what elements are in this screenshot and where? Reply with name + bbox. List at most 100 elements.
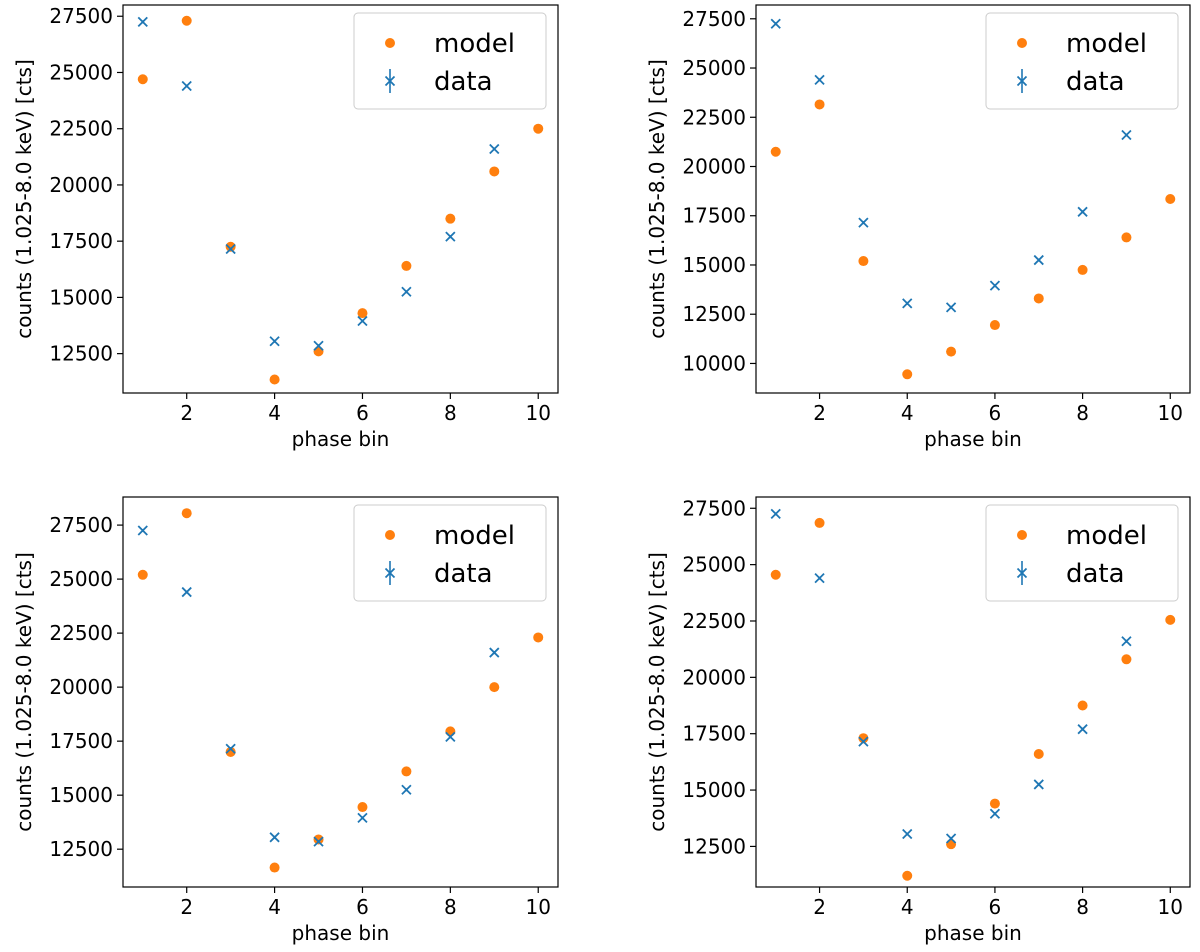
legend-label-data: data	[434, 67, 493, 97]
x-tick-label: 8	[1076, 895, 1089, 919]
y-tick-label: 20000	[49, 675, 113, 699]
model-point	[313, 834, 324, 845]
y-tick-label: 22500	[49, 117, 113, 141]
model-point	[445, 213, 456, 224]
x-tick-label: 10	[526, 895, 551, 919]
legend-frame	[353, 12, 547, 110]
chart-panel-bottom-left: 2 4 6 8 10 12500 15000 17500 20000 22500 25000 2750…	[12, 496, 559, 945]
legend: model data	[985, 504, 1179, 602]
legend-label-model: model	[434, 29, 515, 59]
data-point	[137, 525, 148, 536]
legend-data-marker	[384, 69, 396, 93]
model-point	[1165, 614, 1176, 625]
legend-data-marker	[1016, 561, 1028, 585]
x-axis-label: phase bin	[292, 921, 390, 945]
data-point	[357, 812, 368, 823]
model-point	[989, 798, 1000, 809]
y-tick-label: 15000	[49, 285, 113, 309]
y-axis-label: counts (1.025-8.0 keV) [cts]	[645, 552, 669, 832]
x-tick-label: 8	[444, 401, 457, 425]
model-point	[814, 517, 825, 528]
plot-frame	[755, 4, 1191, 394]
data-point	[225, 743, 236, 754]
x-axis-label: phase bin	[924, 921, 1022, 945]
x-tick-label: 10	[1158, 401, 1183, 425]
model-point	[401, 766, 412, 777]
legend-label-data: data	[434, 559, 493, 589]
x-axis-label: phase bin	[924, 427, 1022, 451]
data-point	[1121, 129, 1132, 141]
data-point	[1077, 206, 1088, 217]
x-tick-label: 6	[989, 895, 1002, 919]
data-point	[489, 143, 500, 155]
model-point	[445, 726, 456, 737]
data-point	[814, 74, 825, 85]
data-point	[814, 573, 825, 584]
y-axis-label: counts (1.025-8.0 keV) [cts]	[12, 552, 36, 832]
y-tick-label: 20000	[49, 173, 113, 197]
legend-data-marker	[384, 561, 396, 585]
model-point	[1077, 700, 1088, 711]
data-point	[137, 16, 148, 28]
legend: model data	[985, 12, 1179, 110]
y-tick-label: 20000	[682, 155, 746, 179]
y-tick-label: 27500	[682, 7, 746, 31]
model-point	[533, 632, 544, 643]
data-point	[902, 298, 913, 309]
data-point	[945, 302, 957, 313]
y-tick-label: 25000	[49, 567, 113, 591]
legend-label-data: data	[1066, 559, 1125, 589]
legend-label-model: model	[1066, 29, 1147, 59]
data-point	[401, 286, 412, 297]
model-point	[357, 802, 368, 813]
data-point	[269, 832, 280, 843]
legend-frame	[985, 504, 1179, 602]
y-axis-label: counts (1.025-8.0 keV) [cts]	[645, 59, 669, 339]
y-tick-label: 15000	[49, 783, 113, 807]
data-point	[945, 833, 957, 844]
model-point	[946, 839, 957, 850]
x-tick-label: 4	[268, 401, 281, 425]
x-axis-label: phase bin	[292, 427, 390, 451]
data-point	[401, 784, 412, 795]
y-tick-label: 10000	[682, 351, 746, 375]
y-tick-label: 25000	[682, 56, 746, 80]
data-point	[770, 508, 781, 520]
model-point	[770, 569, 781, 580]
y-tick-label: 27500	[49, 4, 113, 28]
plot-frame	[122, 4, 559, 394]
y-tick-label: 12500	[682, 834, 746, 858]
model-point	[1033, 293, 1044, 304]
model-point	[858, 733, 869, 744]
model-point	[1077, 264, 1088, 275]
data-point	[445, 231, 456, 242]
y-tick-label: 17500	[49, 229, 113, 253]
model-point	[902, 870, 913, 881]
data-point	[313, 340, 324, 351]
model-point	[1033, 748, 1044, 759]
y-tick-label: 12500	[49, 837, 113, 861]
data-point	[858, 736, 869, 747]
y-tick-label: 25000	[49, 60, 113, 84]
x-tick-label: 8	[1076, 401, 1089, 425]
plot-frame	[122, 496, 559, 888]
data-point	[445, 731, 456, 742]
model-point	[902, 369, 913, 380]
x-tick-label: 2	[180, 401, 193, 425]
y-tick-label: 22500	[682, 105, 746, 129]
y-tick-label: 17500	[49, 729, 113, 753]
model-point	[946, 346, 957, 357]
legend-model-marker	[1017, 38, 1027, 48]
data-point	[989, 808, 1001, 819]
chart-panel-top-right: 2 4 6 8 10 10000 12500 15000 17500 20000 22500 2500…	[645, 4, 1191, 451]
model-point	[137, 569, 148, 580]
x-tick-label: 2	[813, 895, 826, 919]
model-point	[1121, 232, 1132, 243]
legend-model-marker	[385, 38, 395, 48]
data-point	[181, 80, 192, 92]
data-point	[313, 836, 324, 847]
y-tick-label: 12500	[682, 302, 746, 326]
y-tick-label: 27500	[682, 496, 746, 520]
model-point	[313, 346, 324, 357]
